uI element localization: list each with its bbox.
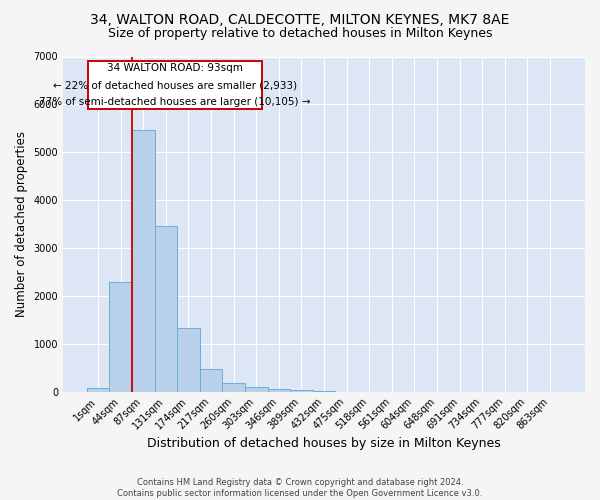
Bar — [245, 388, 268, 392]
Bar — [132, 130, 155, 392]
Bar — [155, 226, 177, 392]
X-axis label: Distribution of detached houses by size in Milton Keynes: Distribution of detached houses by size … — [147, 437, 501, 450]
Text: ← 22% of detached houses are smaller (2,933): ← 22% of detached houses are smaller (2,… — [53, 80, 297, 90]
Bar — [223, 383, 245, 392]
Text: 34 WALTON ROAD: 93sqm: 34 WALTON ROAD: 93sqm — [107, 63, 243, 73]
FancyBboxPatch shape — [88, 62, 262, 109]
Bar — [109, 282, 132, 392]
Text: 77% of semi-detached houses are larger (10,105) →: 77% of semi-detached houses are larger (… — [39, 98, 311, 108]
Text: Contains HM Land Registry data © Crown copyright and database right 2024.
Contai: Contains HM Land Registry data © Crown c… — [118, 478, 482, 498]
Bar — [177, 328, 200, 392]
Text: Size of property relative to detached houses in Milton Keynes: Size of property relative to detached ho… — [108, 28, 492, 40]
Bar — [87, 388, 109, 392]
Bar — [268, 389, 290, 392]
Bar — [290, 390, 313, 392]
Bar — [200, 369, 223, 392]
Y-axis label: Number of detached properties: Number of detached properties — [15, 131, 28, 317]
Text: 34, WALTON ROAD, CALDECOTTE, MILTON KEYNES, MK7 8AE: 34, WALTON ROAD, CALDECOTTE, MILTON KEYN… — [91, 12, 509, 26]
